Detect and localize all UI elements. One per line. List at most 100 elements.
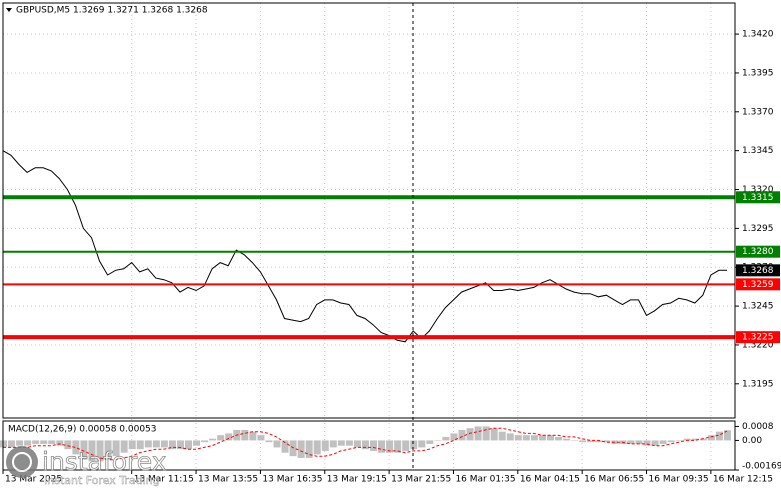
macd-bar	[16, 440, 24, 446]
macd-bar	[225, 433, 233, 441]
x-tick-label: 13 Mar 21:55	[391, 475, 451, 485]
level-label: 1.3280	[742, 247, 774, 257]
macd-bar	[201, 440, 209, 443]
y-tick-label: 0.0008	[742, 422, 774, 432]
macd-bar	[289, 440, 297, 457]
macd-bar	[273, 440, 281, 448]
y-tick-label: 1.3295	[742, 224, 774, 234]
x-tick-label: 16 Mar 04:15	[520, 475, 580, 485]
level-label: 1.3225	[742, 333, 774, 343]
macd-bar	[699, 438, 707, 441]
watermark-brand: instaforex	[42, 447, 167, 476]
macd-bar	[490, 428, 498, 441]
macd-bar	[563, 438, 571, 441]
y-tick-label: 1.3195	[742, 379, 774, 389]
macd-bar	[514, 435, 522, 441]
macd-bar	[265, 440, 273, 443]
macd-bar	[185, 440, 193, 450]
macd-bar	[370, 440, 378, 451]
macd-bar	[337, 440, 345, 446]
macd-bar	[522, 435, 530, 441]
macd-bar	[24, 440, 32, 446]
macd-bar	[88, 440, 96, 462]
macd-bar	[305, 440, 313, 458]
x-tick-label: 13 Mar 16:35	[262, 475, 322, 485]
macd-bar	[691, 438, 699, 441]
macd-bar	[555, 436, 563, 441]
macd-bar	[297, 440, 305, 458]
y-tick-label: 1.3370	[742, 107, 774, 117]
level-box	[736, 278, 780, 291]
macd-frame	[2, 420, 736, 471]
menu-arrow	[6, 8, 12, 12]
macd-bar	[144, 440, 152, 448]
macd-bar	[418, 440, 426, 448]
macd-bar	[321, 440, 329, 451]
x-tick-label: 16 Mar 06:55	[584, 475, 644, 485]
macd-bar	[120, 440, 128, 453]
macd-bar	[603, 440, 611, 443]
logo	[6, 446, 38, 478]
macd-bar	[651, 440, 659, 446]
macd-bar	[643, 440, 651, 446]
macd-bar	[595, 440, 603, 443]
macd-bar	[715, 431, 723, 441]
y-tick-label: 1.3420	[742, 30, 774, 40]
macd-bar	[386, 440, 394, 453]
macd-bar	[627, 440, 635, 444]
macd-bar	[410, 440, 418, 450]
macd-bar	[48, 440, 56, 444]
level-box	[736, 245, 780, 258]
labels: 13 Mar 2025 13 Mar 11:15 13 Mar 13:55 13 Ma…	[2, 30, 781, 485]
macd-bar	[434, 440, 442, 441]
macd-bar	[667, 440, 675, 443]
signal-line	[3, 427, 728, 461]
macd-bar	[249, 431, 257, 441]
macd-bar	[313, 440, 321, 455]
macd-bar	[217, 435, 225, 441]
macd-bar	[587, 440, 595, 443]
macd-bar	[40, 440, 48, 444]
x-tick-label: 16 Mar 01:35	[455, 475, 515, 485]
macd-bar	[96, 440, 104, 462]
macd-bar	[466, 428, 474, 441]
macd-bar	[136, 440, 144, 450]
macd-bar	[176, 440, 184, 450]
y-tick-label: 1.3395	[742, 68, 774, 78]
macd-bar	[707, 435, 715, 441]
macd-bar	[498, 431, 506, 441]
x-tick-label: 16 Mar 12:15	[713, 475, 773, 485]
watermark: instaforex Instant Forex Trading	[6, 446, 167, 487]
macd-bar	[128, 440, 136, 450]
x-tick-label: 13 Mar 13:55	[198, 475, 258, 485]
macd-bar	[458, 429, 466, 441]
current-price-label: 1.3268	[742, 266, 774, 276]
macd-bar	[64, 440, 72, 450]
x-tick-label: 13 Mar 11:15	[134, 475, 194, 485]
x-tick-label: 13 Mar 2025	[5, 475, 62, 485]
macd-bar	[675, 440, 683, 441]
macd-bar	[112, 440, 120, 457]
macd-title: MACD(12,26,9) 0.00058 0.00053	[8, 425, 157, 435]
macd-bar	[72, 440, 80, 455]
y-tick-label: 1.3320	[742, 185, 774, 195]
macd-bar	[474, 426, 482, 441]
y-tick-label: 1.3245	[742, 302, 774, 312]
macd-bar	[546, 435, 554, 441]
macd-bar	[80, 440, 88, 460]
macd-bar	[8, 440, 16, 448]
macd-bar	[257, 435, 265, 441]
current-price-box	[736, 264, 780, 277]
macd-bar	[506, 433, 514, 441]
macd-bar	[353, 440, 361, 448]
level-box	[736, 331, 780, 344]
macd-bar	[56, 440, 64, 446]
macd-bar	[394, 440, 402, 453]
macd-bar	[345, 440, 353, 446]
level-label: 1.3259	[742, 280, 774, 290]
x-tick-label: 13 Mar 19:15	[327, 475, 387, 485]
macd-bar	[530, 435, 538, 441]
macd-bar	[402, 440, 410, 451]
